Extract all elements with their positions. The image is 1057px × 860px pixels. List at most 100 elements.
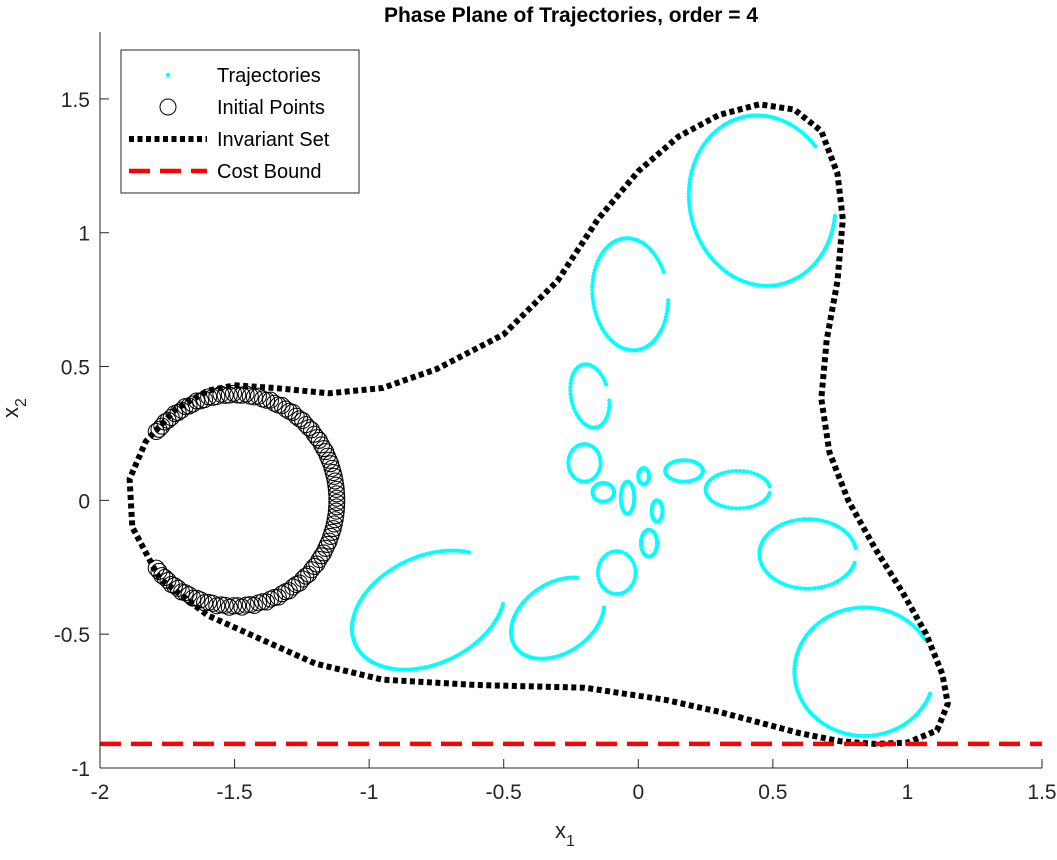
trajectory-point — [646, 474, 652, 479]
initial-point — [208, 388, 226, 406]
trajectory-point — [606, 408, 611, 414]
trajectory-point — [722, 504, 727, 509]
trajectory-point — [806, 586, 811, 591]
initial-point — [208, 597, 226, 615]
trajectory-point — [819, 585, 825, 590]
trajectory-point — [817, 518, 822, 523]
trajectory-point — [661, 269, 666, 274]
trajectory-point — [823, 519, 829, 524]
trajectory-point — [665, 301, 671, 306]
initial-point — [300, 565, 318, 583]
initial-point — [229, 386, 247, 404]
initial-point — [265, 588, 283, 606]
trajectory-point — [662, 318, 668, 323]
trajectory-point — [573, 409, 578, 415]
trajectory-point — [684, 458, 690, 463]
trajectory-point — [686, 191, 691, 196]
trajectory-point — [745, 505, 750, 510]
trajectory-point — [726, 469, 731, 474]
trajectory-point — [700, 468, 705, 474]
chart-title: Phase Plane of Trajectories, order = 4 — [384, 4, 758, 27]
trajectory-point — [752, 503, 757, 508]
y-tick-label: -1 — [71, 758, 90, 781]
y-tick-label: -0.5 — [54, 624, 90, 647]
initial-point — [147, 423, 165, 441]
initial-point — [258, 391, 276, 409]
x-tick-label: -1.5 — [216, 781, 252, 804]
initial-point — [328, 494, 346, 512]
trajectory-point — [590, 299, 596, 304]
trajectory-point — [595, 315, 600, 321]
trajectory-point — [820, 518, 825, 523]
trajectory-point — [593, 309, 598, 314]
trajectory-loop — [686, 113, 837, 288]
initial-point — [162, 575, 180, 593]
trajectory-point — [719, 503, 724, 508]
trajectory-point — [568, 388, 573, 393]
trajectory-point — [605, 412, 610, 417]
trajectory-point — [803, 517, 808, 522]
trajectory-point — [598, 460, 603, 465]
trajectory-point — [827, 520, 832, 525]
trajectory-point — [607, 405, 612, 410]
trajectory-point — [726, 505, 731, 510]
trajectory-point — [595, 570, 601, 575]
legend: Trajectories Initial Points Invariant Set C… — [120, 49, 360, 194]
initial-point — [249, 594, 267, 612]
trajectory-loop — [595, 549, 638, 597]
trajectory-point — [571, 406, 577, 411]
initial-point — [318, 535, 336, 553]
trajectory-point — [767, 490, 772, 496]
axes: -2 -1.5 -1 -0.5 0 0.5 1 1.5 -1 -0.5 0 0.5 1 1.5 — [54, 32, 1057, 804]
trajectory-point — [500, 601, 506, 607]
trajectory-point — [687, 185, 692, 190]
trajectory-point — [823, 584, 828, 589]
initial-point — [169, 403, 187, 421]
trajectory-point — [663, 315, 669, 320]
initial-point — [184, 395, 202, 413]
x-tick-label: 0 — [632, 781, 644, 804]
trajectory-loop — [590, 480, 617, 504]
y-tick-label: 1 — [78, 223, 90, 246]
trajectory-point — [813, 517, 819, 522]
initial-point — [156, 569, 174, 587]
trajectory-point — [601, 605, 607, 610]
trajectory-loop — [638, 527, 660, 559]
trajectory-point — [678, 479, 684, 484]
trajectory-point — [795, 585, 800, 591]
trajectory-point — [681, 479, 687, 484]
trajectory-point — [799, 517, 805, 522]
trajectory-point — [603, 382, 609, 387]
legend-trajectories-marker — [165, 72, 171, 78]
initial-point — [320, 451, 338, 469]
legend-label: Initial Points — [217, 97, 325, 119]
trajectory-point — [687, 200, 692, 205]
trajectory-point — [793, 518, 798, 523]
initial-point — [310, 431, 328, 449]
trajectory-loop — [508, 575, 607, 661]
trajectory-loop — [568, 362, 612, 430]
trajectory-point — [592, 305, 597, 311]
trajectory-point — [666, 298, 671, 303]
trajectory-point — [832, 213, 837, 218]
trajectory-point — [570, 403, 575, 408]
initial-point — [318, 447, 336, 465]
trajectories-series — [349, 113, 933, 738]
invariant-set-curve — [126, 101, 951, 747]
x-axis-label: x1 — [555, 818, 575, 850]
trajectory-point — [590, 277, 595, 283]
trajectory-point — [602, 378, 607, 383]
trajectory-loop — [757, 517, 858, 591]
initial-point — [196, 391, 214, 409]
trajectory-point — [722, 470, 727, 475]
x-tick-label: -1 — [360, 781, 379, 804]
trajectory-loop — [703, 468, 772, 511]
trajectory-point — [633, 567, 638, 572]
trajectory-point — [733, 468, 739, 474]
trajectory-point — [749, 470, 754, 475]
initial-point — [303, 561, 321, 579]
legend-label: Cost Bound — [217, 161, 322, 183]
x-tick-label: 1 — [902, 781, 914, 804]
initial-point — [180, 586, 198, 604]
trajectory-point — [749, 504, 754, 509]
